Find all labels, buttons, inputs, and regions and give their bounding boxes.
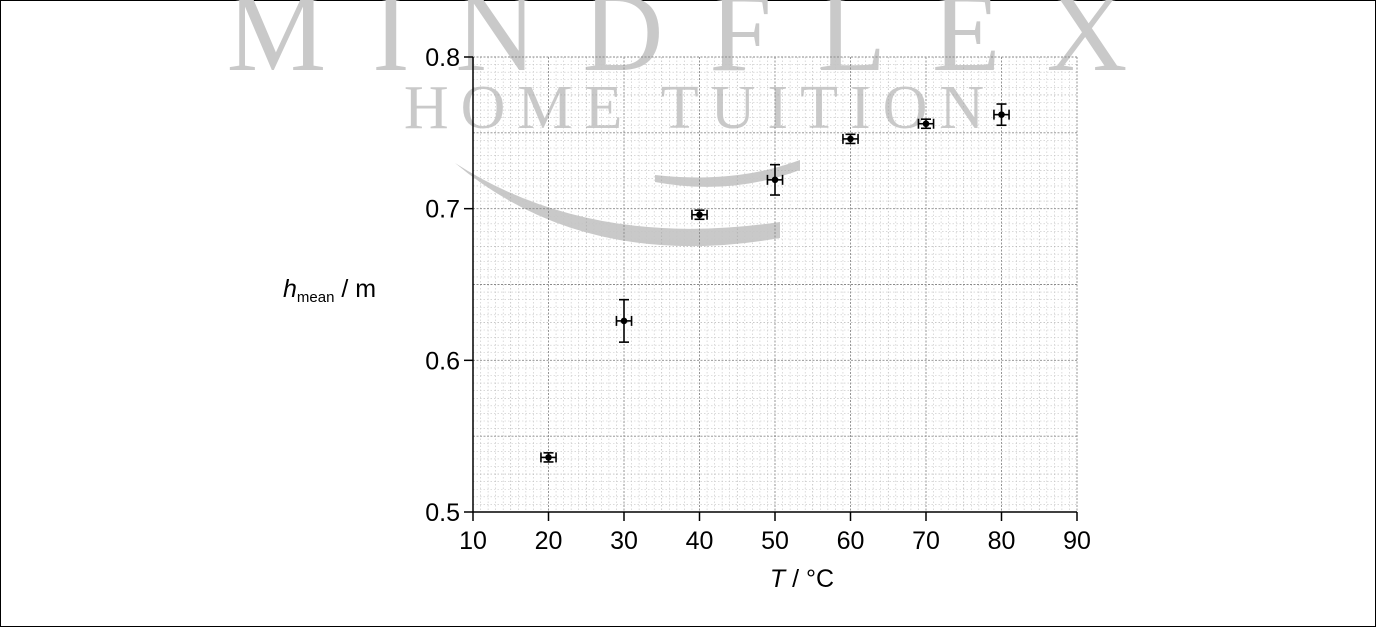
x-tick-label: 50 xyxy=(761,527,789,555)
data-point-marker xyxy=(771,176,779,184)
x-tick-label: 60 xyxy=(837,527,865,555)
data-point-marker xyxy=(545,454,552,461)
watermark: MINDFLEX HOME TUITION xyxy=(227,0,1127,247)
data-point xyxy=(766,163,784,196)
x-tick-label: 70 xyxy=(912,527,940,555)
y-axis-title-subscript: mean xyxy=(297,289,335,306)
data-point-marker xyxy=(696,211,703,219)
data-point xyxy=(615,298,633,343)
x-tick-label: 40 xyxy=(686,527,714,555)
x-tick-label: 10 xyxy=(459,527,487,555)
data-points xyxy=(540,103,1010,463)
data-point-marker xyxy=(998,111,1005,118)
data-point-marker xyxy=(922,120,930,128)
x-axis-title: T / °C xyxy=(770,565,834,593)
data-point-marker xyxy=(847,135,854,143)
watermark-line2: HOME TUITION xyxy=(404,74,996,142)
y-axis-title-symbol: h xyxy=(283,275,297,303)
x-tick-label: 20 xyxy=(535,527,563,555)
y-tick-label: 0.7 xyxy=(425,196,460,224)
y-tick-label: 0.5 xyxy=(425,499,460,527)
x-tick-label: 90 xyxy=(1063,527,1091,555)
data-point xyxy=(917,118,935,130)
y-tick-label: 0.8 xyxy=(425,44,460,72)
x-axis-title-symbol: T xyxy=(770,565,787,593)
data-point xyxy=(540,452,557,463)
data-point xyxy=(691,209,708,221)
x-tick-label: 80 xyxy=(988,527,1016,555)
y-axis-ticks: 0.5 0.6 0.7 0.8 xyxy=(425,44,473,527)
watermark-swoosh-outer xyxy=(455,163,780,247)
data-point xyxy=(993,103,1010,127)
y-axis-title-unit: / m xyxy=(334,275,376,303)
watermark-swoosh-inner xyxy=(655,160,800,187)
data-point-marker xyxy=(620,317,628,325)
x-tick-label: 30 xyxy=(610,527,638,555)
x-axis-title-unit: / °C xyxy=(785,565,834,593)
y-axis-title: hmean / m xyxy=(283,275,376,306)
data-point xyxy=(842,133,859,145)
y-tick-label: 0.6 xyxy=(425,347,460,375)
x-axis-ticks: 10 20 30 40 50 60 70 80 90 xyxy=(459,512,1091,555)
